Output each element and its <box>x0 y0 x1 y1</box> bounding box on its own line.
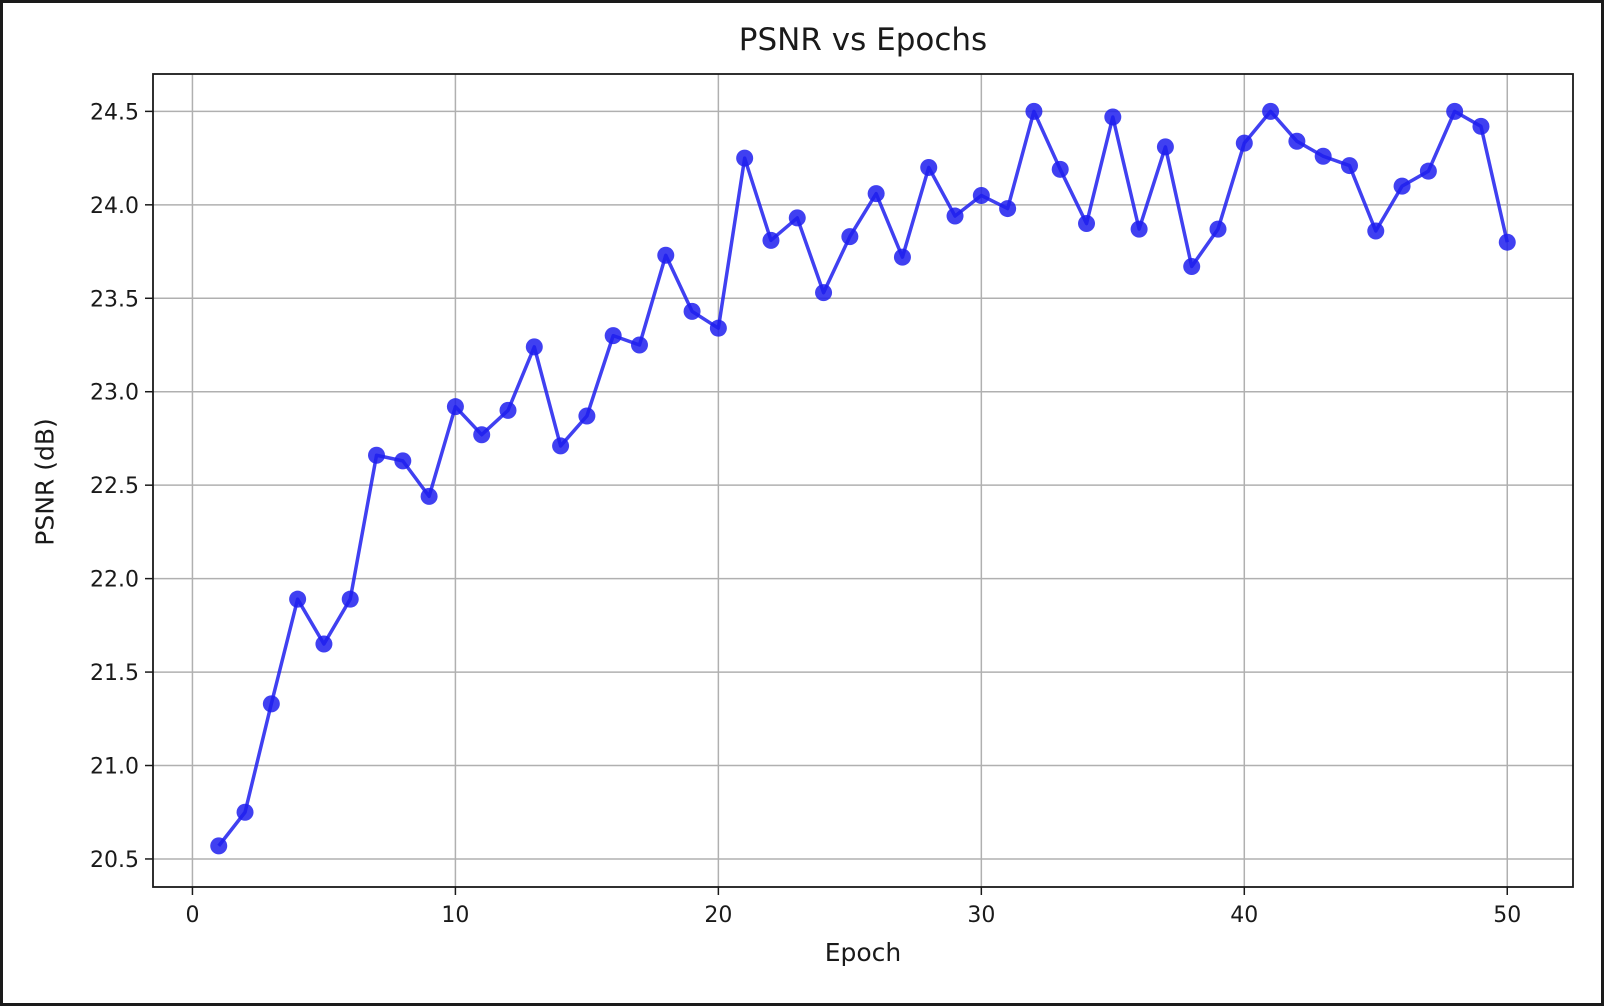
data-point <box>788 209 806 227</box>
x-axis-label: Epoch <box>824 938 902 967</box>
data-point <box>1156 138 1174 156</box>
data-point <box>473 426 491 444</box>
data-point <box>341 590 359 608</box>
data-point <box>1235 134 1253 152</box>
data-point <box>368 446 386 464</box>
x-tick-label: 50 <box>1493 903 1521 928</box>
x-tick-label: 40 <box>1230 903 1258 928</box>
x-tick-label: 0 <box>185 903 199 928</box>
data-point <box>446 398 464 416</box>
data-point <box>1419 162 1437 180</box>
data-point <box>552 437 570 455</box>
plot-area-border <box>152 73 1574 888</box>
data-point <box>630 336 648 354</box>
data-point <box>394 452 412 470</box>
data-point <box>499 401 517 419</box>
data-point <box>867 185 885 203</box>
data-point <box>972 186 990 204</box>
data-point <box>525 338 543 356</box>
chart-title: PSNR vs Epochs <box>738 22 988 58</box>
data-point <box>1262 102 1280 120</box>
data-point <box>1078 215 1096 233</box>
data-point <box>262 695 280 713</box>
x-tick-label: 10 <box>441 903 469 928</box>
data-point <box>1367 222 1385 240</box>
data-point <box>604 327 622 345</box>
data-point <box>1446 102 1464 120</box>
data-point <box>1340 157 1358 175</box>
x-tick-label: 20 <box>704 903 732 928</box>
y-tick-label: 22.0 <box>90 568 139 593</box>
data-point <box>841 228 859 246</box>
series-line <box>217 109 1509 847</box>
y-tick-label: 23.5 <box>90 287 139 312</box>
data-point <box>893 248 911 266</box>
data-point <box>315 635 333 653</box>
data-point <box>236 803 254 821</box>
data-point <box>815 284 833 302</box>
data-point <box>762 231 780 249</box>
data-point <box>1288 132 1306 150</box>
data-point <box>1498 233 1516 251</box>
data-point <box>683 302 701 320</box>
data-point <box>946 207 964 225</box>
data-point <box>210 837 228 855</box>
y-tick-label: 21.5 <box>90 661 139 686</box>
y-tick-label: 24.0 <box>90 194 139 219</box>
data-point <box>1130 220 1148 238</box>
data-point <box>420 487 438 505</box>
data-point <box>1472 117 1490 135</box>
y-tick-label: 21.0 <box>90 755 139 780</box>
y-tick-label: 24.5 <box>90 100 139 125</box>
data-point <box>657 246 675 264</box>
y-tick-label: 22.5 <box>90 474 139 499</box>
data-point <box>578 407 596 425</box>
data-point <box>709 319 727 337</box>
data-point <box>1183 258 1201 276</box>
y-tick-label: 20.5 <box>90 848 139 873</box>
data-point <box>736 149 754 167</box>
data-point <box>1314 147 1332 165</box>
data-point <box>1025 102 1043 120</box>
data-point <box>920 158 938 176</box>
data-point <box>289 590 307 608</box>
y-tick-label: 23.0 <box>90 381 139 406</box>
data-point <box>1393 177 1411 195</box>
x-tick-label: 30 <box>967 903 995 928</box>
data-point <box>1209 220 1227 238</box>
data-point <box>1104 108 1122 126</box>
data-point <box>1051 160 1069 178</box>
data-point <box>999 200 1017 218</box>
